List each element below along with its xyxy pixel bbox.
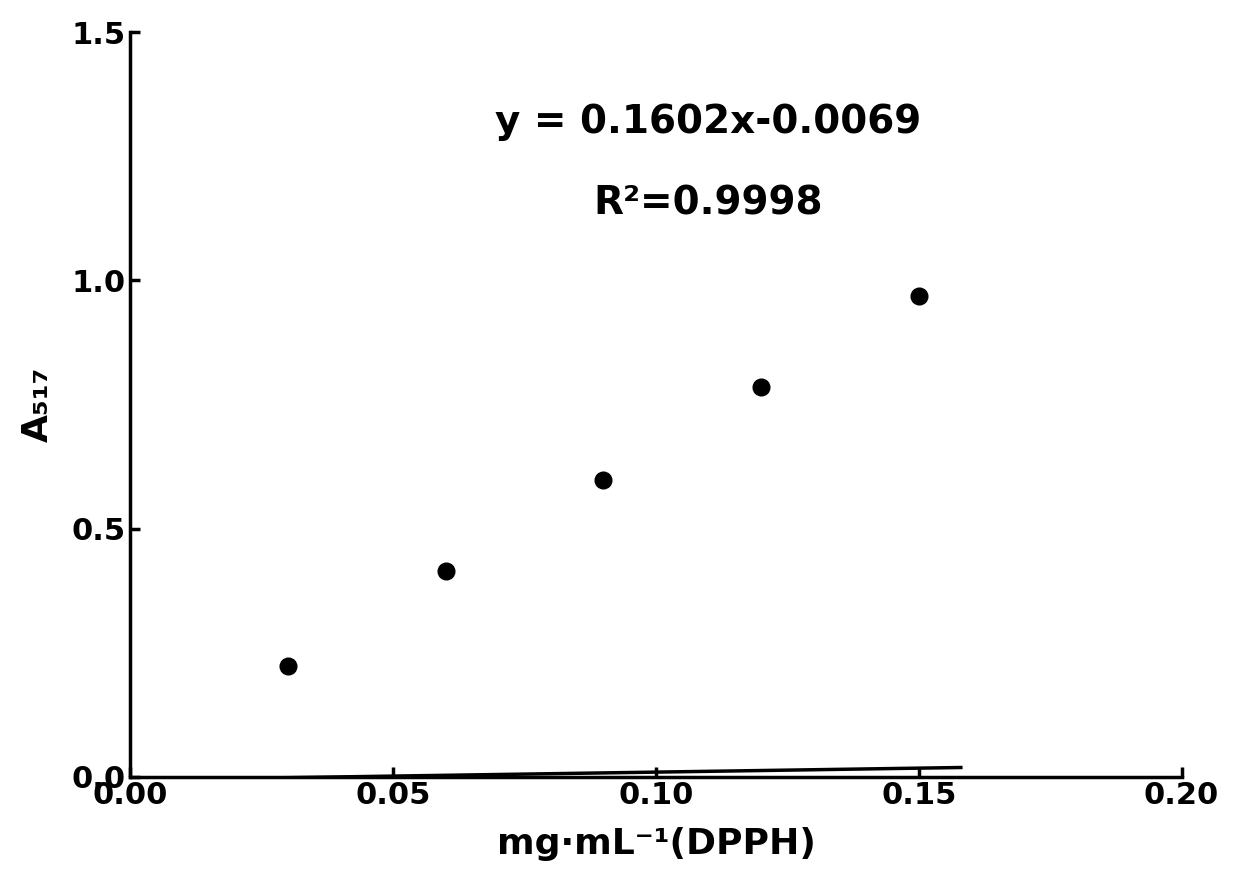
Point [436,564,456,578]
Point [909,288,929,303]
Point [278,660,298,674]
Text: R²=0.9998: R²=0.9998 [594,184,823,222]
Point [594,473,614,487]
Point [751,379,771,393]
Text: y = 0.1602x-0.0069: y = 0.1602x-0.0069 [496,102,921,140]
Y-axis label: A₅₁₇: A₅₁₇ [21,367,55,442]
X-axis label: mg·mL⁻¹(DPPH): mg·mL⁻¹(DPPH) [496,827,816,861]
